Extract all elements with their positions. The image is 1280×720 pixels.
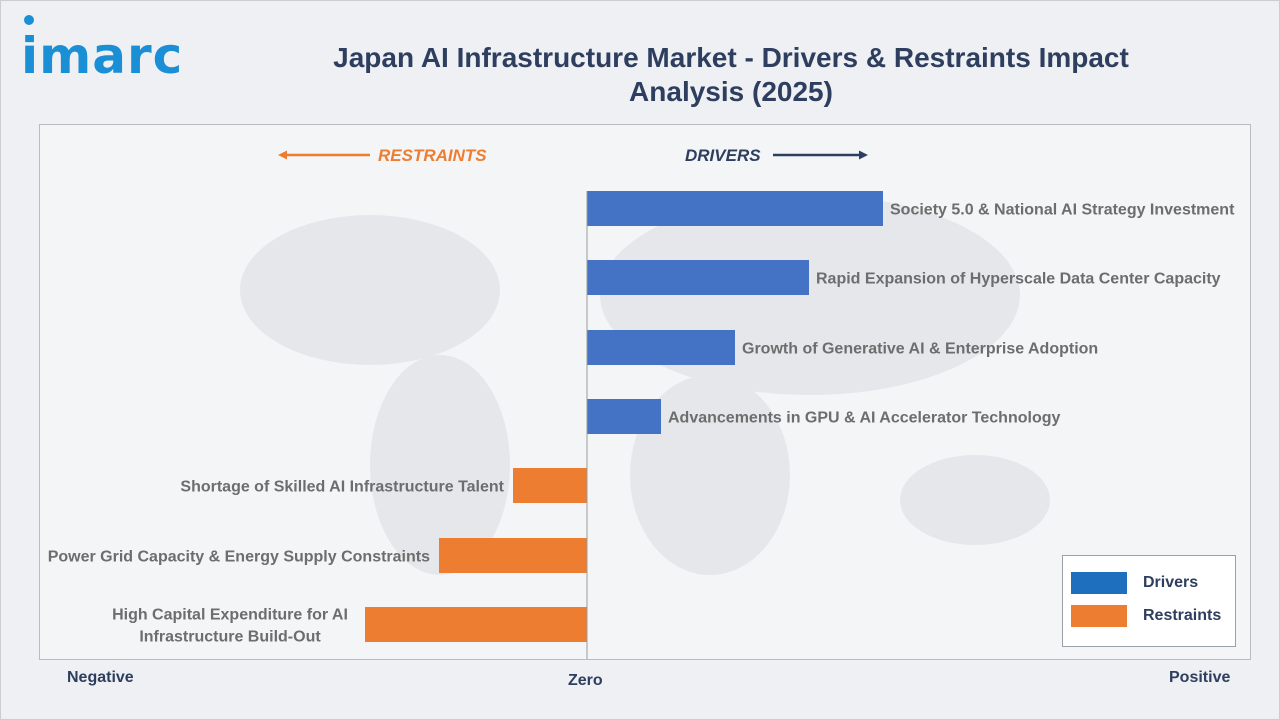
bar-restraints bbox=[365, 607, 587, 642]
drivers-arrowhead bbox=[859, 150, 868, 160]
axis-label-negative: Negative bbox=[67, 669, 134, 686]
legend-item-restraints: Restraints bbox=[1071, 605, 1231, 629]
axis-label-positive: Positive bbox=[1169, 669, 1231, 686]
logo-dot bbox=[24, 15, 34, 25]
legend-swatch-drivers bbox=[1071, 572, 1127, 594]
map-background bbox=[240, 215, 500, 365]
bar-drivers bbox=[587, 260, 809, 295]
drivers-direction-label: DRIVERS bbox=[685, 146, 761, 165]
legend-label-restraints: Restraints bbox=[1143, 607, 1222, 624]
bar-drivers bbox=[587, 191, 883, 226]
bar-restraints bbox=[513, 468, 587, 503]
bar-label: Advancements in GPU & AI Accelerator Tec… bbox=[668, 410, 1060, 427]
restraints-arrowhead bbox=[278, 150, 287, 160]
restraints-direction-label: RESTRAINTS bbox=[378, 146, 487, 165]
imarc-logo: imarc bbox=[21, 27, 184, 85]
legend-item-drivers: Drivers bbox=[1071, 572, 1231, 596]
bar-drivers bbox=[587, 330, 735, 365]
bar-label: Shortage of Skilled AI Infrastructure Ta… bbox=[180, 479, 504, 496]
bar-label: Society 5.0 & National AI Strategy Inves… bbox=[890, 202, 1235, 219]
legend-swatch-restraints bbox=[1071, 605, 1127, 627]
bar-label: Infrastructure Build-Out bbox=[139, 629, 321, 646]
map-background bbox=[900, 455, 1050, 545]
plot-area: RESTRAINTS DRIVERS Society 5.0 & National … bbox=[39, 124, 1251, 660]
bar-drivers bbox=[587, 399, 661, 434]
bar-label: Power Grid Capacity & Energy Supply Cons… bbox=[48, 549, 430, 566]
axis-label-zero: Zero bbox=[568, 672, 603, 689]
bar-restraints bbox=[439, 538, 587, 573]
chart-title: Japan AI Infrastructure Market - Drivers… bbox=[333, 42, 1129, 107]
chart-legend: Drivers Restraints bbox=[1062, 555, 1236, 647]
bar-label: High Capital Expenditure for AI bbox=[112, 607, 348, 624]
bar-label: Rapid Expansion of Hyperscale Data Cente… bbox=[816, 271, 1221, 288]
chart-svg: RESTRAINTS DRIVERS Society 5.0 & National … bbox=[48, 146, 1235, 659]
bar-label: Growth of Generative AI & Enterprise Ado… bbox=[742, 341, 1098, 358]
legend-label-drivers: Drivers bbox=[1143, 574, 1199, 591]
